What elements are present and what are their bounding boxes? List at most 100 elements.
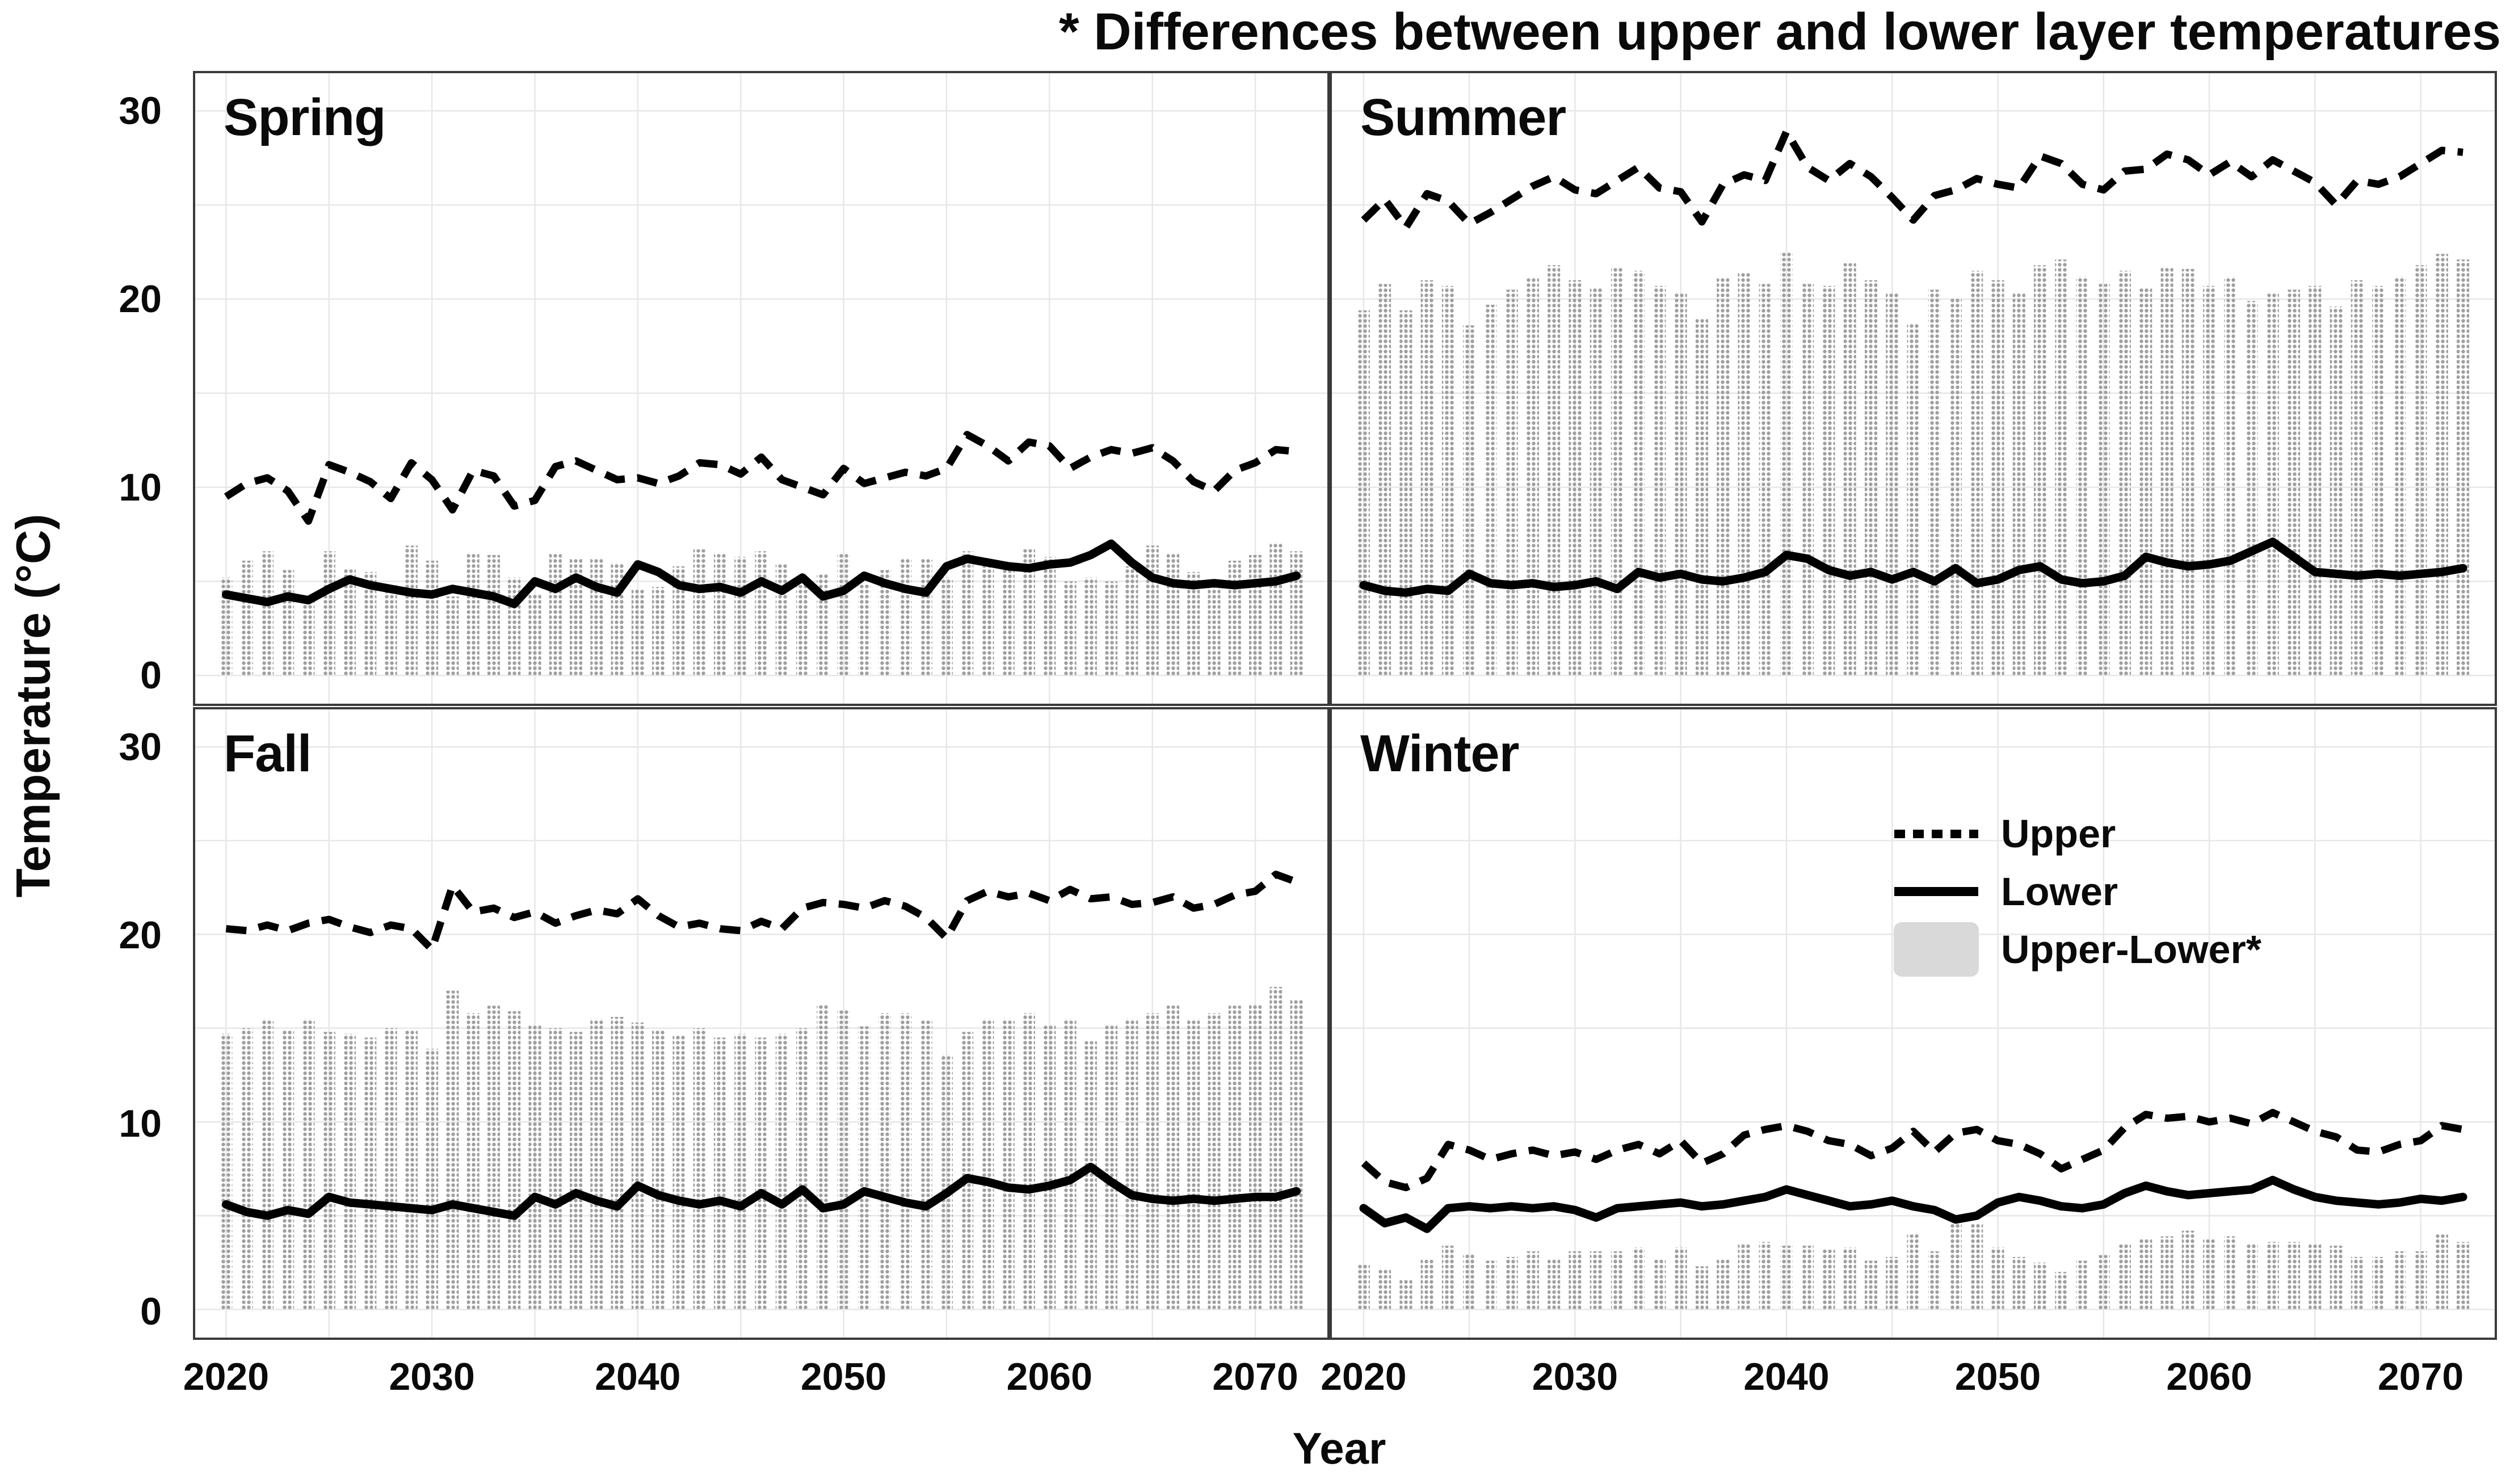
diff-bar [2435, 254, 2448, 676]
diff-bar [1084, 577, 1097, 676]
diff-bar [1269, 544, 1283, 676]
diff-bar [1146, 1013, 1159, 1310]
diff-bar [693, 549, 706, 676]
diff-bar [2288, 1242, 2301, 1310]
diff-bar [1526, 1251, 1539, 1310]
diff-bar [1505, 289, 1518, 676]
diff-bar [981, 558, 994, 676]
diff-bar [2372, 285, 2385, 676]
diff-bar [384, 1028, 397, 1310]
diff-bar [590, 1019, 603, 1310]
lower-line [1359, 1175, 2467, 1233]
diff-bar [2309, 285, 2322, 676]
diff-bar [1249, 1003, 1262, 1310]
diff-bar [487, 1006, 500, 1310]
diff-bar [2012, 293, 2025, 676]
diff-bar [1632, 271, 1645, 676]
diff-bar [899, 1013, 912, 1310]
y-tick-label: 30 [119, 89, 162, 133]
x-axis-title: Year [1292, 1423, 1386, 1473]
diff-bar [1105, 1024, 1118, 1310]
diff-bar [1801, 284, 1814, 676]
diff-bar [1526, 278, 1539, 676]
legend-label-upper: Upper [2001, 812, 2116, 856]
diff-bar [322, 551, 335, 676]
diff-bar [2351, 1256, 2364, 1310]
y-tick-label: 10 [119, 465, 162, 509]
diff-bar [1290, 1000, 1303, 1310]
diff-bar [2288, 289, 2301, 676]
diff-bar [570, 1032, 582, 1310]
diff-bar [837, 553, 850, 676]
diff-bar [2414, 265, 2427, 676]
diff-bar [364, 1037, 377, 1310]
diff-bar [1548, 265, 1561, 676]
diff-bar [1801, 1246, 1814, 1310]
diff-bar [2097, 1255, 2110, 1310]
diff-bar [1696, 318, 1708, 676]
fall-chart-canvas [195, 709, 1327, 1338]
diff-bar [817, 1003, 830, 1310]
x-tick-label: 2070 [2377, 1355, 2464, 1398]
lower-line [221, 1162, 1301, 1220]
diff-bar [1970, 1223, 1983, 1310]
upper-line [224, 431, 1297, 525]
diff-bar [1378, 284, 1391, 676]
diff-bar [919, 1020, 932, 1310]
diff-bar [1063, 581, 1077, 676]
diff-bar [528, 1024, 541, 1310]
diff-bar [734, 1033, 747, 1310]
diff-bar [1759, 284, 1772, 676]
diff-bar [405, 1030, 418, 1310]
diff-bar [281, 570, 295, 676]
diff-bar [322, 1032, 335, 1310]
diff-bar [1717, 1259, 1730, 1310]
diff-bar [2309, 1243, 2322, 1310]
y-tick-label: 20 [119, 277, 162, 321]
diff-bar [2393, 276, 2406, 676]
diff-bar [734, 557, 747, 676]
diff-bar [1822, 285, 1835, 676]
diff-bar [1002, 1019, 1015, 1310]
diff-bar [2139, 288, 2152, 676]
diff-bar [755, 1037, 768, 1310]
diff-bar [1441, 285, 1454, 676]
diff-bar [1484, 1260, 1497, 1310]
diff-bar [1886, 293, 1899, 676]
diff-bar [961, 1032, 974, 1310]
diff-bar [796, 585, 809, 676]
diff-bar [1187, 1019, 1200, 1310]
diff-bar [570, 558, 582, 676]
diff-bar [508, 577, 521, 676]
diff-bar [1269, 987, 1283, 1310]
x-tick-label: 2050 [800, 1355, 887, 1398]
x-tick-label: 2040 [1743, 1355, 1830, 1398]
diff-bar [466, 1013, 480, 1310]
diff-bar [1949, 297, 1962, 676]
diff-bar [2245, 301, 2258, 676]
diff-bar [1717, 278, 1730, 676]
diff-bar [1548, 1259, 1561, 1310]
legend-key-box [1891, 887, 1982, 896]
legend-item-upper-lower: Upper-Lower* [1891, 920, 2261, 978]
x-tick-label: 2020 [183, 1355, 270, 1398]
diff-bar [2330, 306, 2343, 676]
diff-bar [487, 555, 500, 676]
legend-label-upper-lower: Upper-Lower* [2001, 927, 2261, 972]
diff-bar [857, 583, 871, 676]
diff-bar [837, 1009, 850, 1310]
diff-bar [2266, 293, 2279, 676]
figure-title: * Differences between upper and lower la… [1058, 3, 2501, 61]
diff-bar [611, 1016, 624, 1310]
diff-bar [1991, 1247, 2004, 1310]
diff-bar [1611, 267, 1624, 676]
x-tick-label: 2030 [389, 1355, 475, 1398]
diff-bar [343, 568, 356, 676]
diff-bar [343, 1033, 356, 1310]
diff-bar [1590, 288, 1603, 676]
diff-bar [1653, 1259, 1666, 1310]
diff-bar [919, 558, 932, 676]
diff-bar [1208, 1013, 1221, 1310]
diff-bar [261, 1019, 274, 1310]
diff-bar [1399, 310, 1412, 676]
